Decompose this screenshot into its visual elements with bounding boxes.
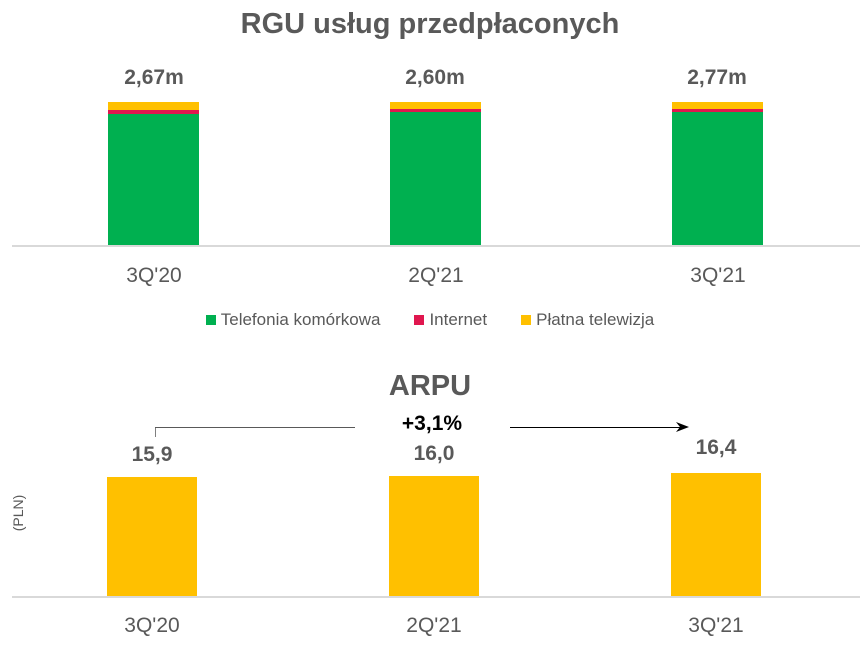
arpu-value-label: 15,9 xyxy=(131,443,173,466)
bar-segment-mobile xyxy=(390,112,481,245)
legend-swatch-icon xyxy=(205,315,216,325)
arpu-bar-2q21 xyxy=(389,476,479,596)
bar-segment-tv xyxy=(108,102,199,110)
growth-label: +3,1% xyxy=(401,412,463,435)
arrow-right-icon xyxy=(676,422,689,432)
rgu-category-label: 3Q'21 xyxy=(690,264,746,287)
legend-label: Telefonia komórkowa xyxy=(220,310,381,329)
bar-segment-internet xyxy=(390,109,481,112)
growth-line-left xyxy=(155,427,355,428)
rgu-bar-3q20 xyxy=(108,102,199,245)
legend-swatch-icon xyxy=(521,315,532,325)
legend-item-tv: Płatna telewizja xyxy=(521,310,654,330)
bar-segment-tv xyxy=(672,102,763,109)
arpu-chart-title: ARPU xyxy=(388,370,472,402)
arpu-value-label: 16,0 xyxy=(413,442,455,465)
rgu-x-axis xyxy=(12,245,860,247)
arpu-y-axis-label: (PLN) xyxy=(10,494,26,532)
legend-item-mobile: Telefonia komórkowa xyxy=(205,310,381,330)
rgu-total-label: 2,60m xyxy=(405,66,465,89)
legend-swatch-icon xyxy=(414,315,425,325)
legend-item-internet: Internet xyxy=(414,310,487,330)
rgu-chart-title: RGU usług przedpłaconych xyxy=(240,8,620,40)
rgu-legend: Telefonia komórkowa Internet Płatna tele… xyxy=(0,310,860,330)
growth-line-right xyxy=(510,427,680,428)
bar-segment-internet xyxy=(108,110,199,114)
legend-label: Internet xyxy=(429,310,488,329)
legend-label: Płatna telewizja xyxy=(536,310,655,329)
growth-bracket-tick xyxy=(155,427,156,437)
bar-segment-mobile xyxy=(108,114,199,245)
arpu-bar-3q20 xyxy=(107,477,197,596)
arpu-category-label: 3Q'20 xyxy=(124,614,180,637)
rgu-category-label: 3Q'20 xyxy=(126,264,182,287)
arpu-category-label: 2Q'21 xyxy=(406,614,462,637)
rgu-bar-3q21 xyxy=(672,102,763,245)
bar-segment-tv xyxy=(390,102,481,109)
rgu-total-label: 2,67m xyxy=(124,66,184,89)
arpu-value-label: 16,4 xyxy=(695,436,737,459)
bar-segment-mobile xyxy=(672,112,763,245)
arpu-bar-3q21 xyxy=(671,473,761,596)
rgu-category-label: 2Q'21 xyxy=(408,264,464,287)
rgu-bar-2q21 xyxy=(390,102,481,245)
bar-segment-internet xyxy=(672,109,763,112)
arpu-x-axis xyxy=(12,596,860,598)
arpu-category-label: 3Q'21 xyxy=(688,614,744,637)
rgu-total-label: 2,77m xyxy=(687,66,747,89)
